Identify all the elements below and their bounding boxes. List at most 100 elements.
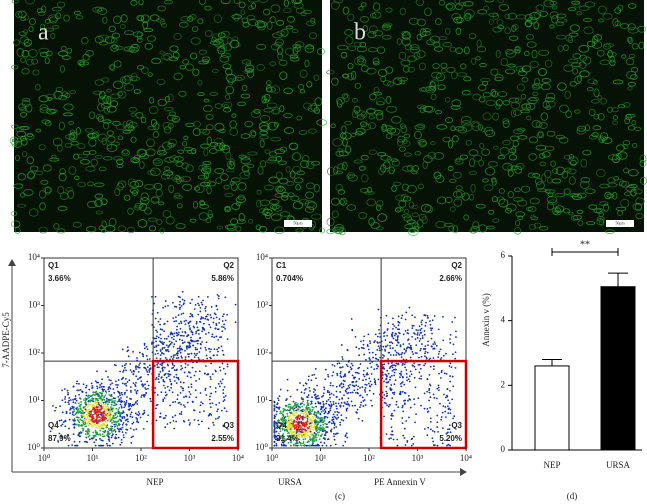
event-dot	[138, 364, 141, 366]
event-dot	[130, 441, 133, 444]
event-dot	[136, 403, 139, 405]
event-dot	[221, 362, 224, 365]
cell	[294, 41, 305, 48]
event-dot	[325, 400, 328, 403]
event-dot	[180, 305, 183, 307]
cell	[181, 140, 188, 147]
event-dot	[390, 414, 393, 417]
event-dot	[194, 389, 197, 392]
event-dot	[340, 419, 343, 421]
cell	[10, 211, 18, 217]
event-dot	[401, 417, 404, 419]
cell	[400, 125, 408, 134]
event-dot	[98, 408, 100, 411]
cell	[446, 66, 456, 73]
cell	[438, 36, 448, 41]
cell	[391, 116, 402, 124]
event-dot	[424, 352, 426, 355]
y-axis-label: Annexin v (%)	[481, 293, 491, 347]
event-dot	[168, 340, 171, 343]
event-dot	[379, 336, 382, 338]
cell	[416, 50, 426, 58]
cell	[596, 169, 606, 178]
cell	[333, 0, 344, 4]
event-dot	[393, 334, 396, 337]
event-dot	[385, 385, 388, 388]
event-dot	[310, 424, 313, 427]
event-dot	[214, 327, 217, 330]
cell	[148, 105, 159, 115]
event-dot	[113, 420, 116, 423]
event-dot	[404, 366, 407, 369]
event-dot	[86, 431, 89, 434]
event-dot	[89, 400, 92, 403]
event-dot	[341, 386, 343, 389]
event-dot	[411, 437, 414, 440]
event-dot	[288, 418, 290, 421]
event-dot	[140, 380, 143, 383]
event-dot	[175, 328, 178, 331]
event-dot	[295, 437, 298, 439]
event-dot	[167, 346, 170, 349]
event-dot	[106, 424, 109, 427]
cell	[529, 60, 539, 69]
cell	[404, 208, 410, 214]
event-dot	[80, 401, 82, 403]
event-dot	[155, 345, 158, 348]
event-dot	[174, 316, 177, 319]
event-dot	[100, 400, 102, 403]
cell	[215, 177, 223, 184]
cell	[376, 204, 382, 211]
cell	[56, 1, 66, 8]
cell	[482, 112, 492, 121]
event-dot	[171, 363, 174, 366]
event-dot	[223, 407, 226, 410]
event-dot	[359, 404, 362, 406]
cell	[311, 160, 320, 166]
event-dot	[330, 430, 333, 433]
cell	[345, 36, 354, 45]
event-dot	[317, 434, 320, 437]
event-dot	[113, 400, 116, 402]
event-dot	[77, 402, 80, 405]
event-dot	[183, 299, 186, 302]
event-dot	[395, 403, 398, 406]
cell	[411, 212, 419, 218]
cell	[408, 17, 419, 25]
event-dot	[321, 419, 324, 422]
event-dot	[292, 405, 295, 408]
cell	[435, 109, 443, 115]
cell	[327, 167, 336, 176]
event-dot	[69, 408, 71, 411]
cell	[39, 51, 49, 58]
event-dot	[385, 433, 388, 436]
event-dot	[209, 357, 212, 360]
event-dot	[122, 410, 125, 413]
cell	[380, 155, 391, 161]
event-dot	[406, 329, 409, 331]
event-dot	[416, 336, 419, 339]
event-dot	[72, 433, 75, 436]
cell	[563, 44, 569, 52]
event-dot	[149, 397, 152, 400]
event-dot	[335, 385, 338, 388]
event-dot	[298, 424, 301, 426]
cell	[290, 56, 300, 62]
event-dot	[176, 368, 178, 371]
event-dot	[273, 430, 276, 432]
cell	[546, 201, 554, 211]
event-dot	[104, 420, 107, 423]
event-dot	[102, 414, 105, 417]
cell	[204, 5, 212, 11]
event-dot	[195, 330, 198, 333]
event-dot	[182, 381, 185, 384]
cell	[172, 178, 183, 182]
cell	[266, 80, 272, 86]
event-dot	[327, 373, 329, 376]
quadrant-percent: 91.4%	[276, 434, 299, 443]
event-dot	[165, 393, 168, 396]
cell	[528, 224, 537, 230]
event-dot	[390, 433, 393, 436]
event-dot	[365, 373, 368, 376]
cell	[116, 182, 124, 191]
